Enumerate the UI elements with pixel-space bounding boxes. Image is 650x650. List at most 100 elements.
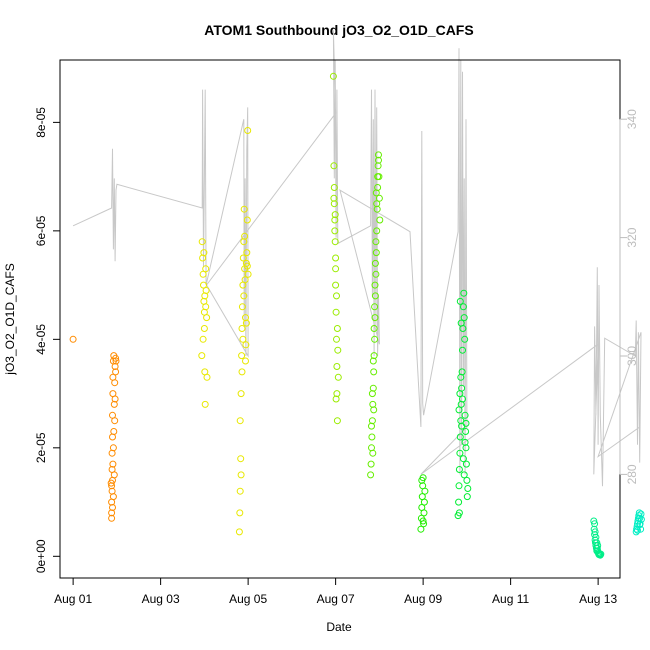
data-point-5-15 xyxy=(461,335,469,343)
data-point-2-16 xyxy=(333,292,340,300)
data-point-5-17 xyxy=(462,428,470,435)
scatter-points xyxy=(69,72,645,559)
data-point-1-2 xyxy=(199,270,207,278)
data-point-3-11 xyxy=(371,292,379,300)
data-point-7-14 xyxy=(636,521,644,529)
data-point-3-24 xyxy=(369,357,377,365)
y-tick-label-2: 4e-05 xyxy=(34,324,48,355)
data-point-4-6 xyxy=(420,520,428,528)
data-point-5-24 xyxy=(457,373,465,381)
data-point-1-25 xyxy=(238,325,246,332)
data-point-2-7 xyxy=(332,281,340,289)
data-point-1-40 xyxy=(237,471,245,479)
data-point-1-8 xyxy=(201,400,209,408)
data-point-1-30 xyxy=(240,205,248,213)
data-point-2-9 xyxy=(333,335,340,343)
data-point-3-25 xyxy=(370,325,378,332)
data-point-3-3 xyxy=(368,433,376,441)
data-point-6-0 xyxy=(590,517,598,525)
y2-axis: 280 300 320 340 xyxy=(619,109,639,484)
data-point-3-9 xyxy=(371,335,379,343)
line-series xyxy=(72,30,642,487)
x-tick-label-3: Aug 07 xyxy=(317,592,355,606)
data-point-3-27 xyxy=(372,238,380,246)
data-point-1-13 xyxy=(198,352,206,360)
data-point-2-19 xyxy=(332,395,340,403)
data-point-5-32 xyxy=(457,319,465,327)
data-point-4-9 xyxy=(421,487,429,495)
data-point-6-17 xyxy=(591,528,599,536)
series-line xyxy=(72,30,642,487)
data-point-1-36 xyxy=(243,249,251,257)
data-point-1-23 xyxy=(237,390,245,398)
data-point-0-16 xyxy=(109,444,117,452)
data-point-1-24 xyxy=(238,352,246,360)
data-point-2-5 xyxy=(331,238,339,246)
data-point-3-8 xyxy=(370,352,378,360)
x-axis: Aug 01 Aug 03 Aug 05 Aug 07 Aug 09 Aug 11 Aug … xyxy=(54,577,617,606)
data-point-4-7 xyxy=(420,509,428,517)
data-point-2-17 xyxy=(333,325,341,332)
data-point-5-20 xyxy=(463,476,471,484)
data-point-3-20 xyxy=(375,194,383,202)
data-point-0-22 xyxy=(109,504,116,511)
data-point-3-31 xyxy=(369,449,377,457)
data-point-1-17 xyxy=(202,303,210,311)
data-point-2-10 xyxy=(333,363,341,370)
x-tick-label-5: Aug 11 xyxy=(492,592,529,606)
data-point-5-31 xyxy=(456,297,464,305)
x-tick-label-0: Aug 01 xyxy=(54,592,92,606)
data-point-5-1 xyxy=(455,498,463,506)
data-point-1-39 xyxy=(244,270,252,278)
data-point-1-37 xyxy=(243,216,251,224)
y-tick-label-4: 8e-05 xyxy=(34,107,48,138)
data-point-1-15 xyxy=(200,249,208,257)
data-point-1-11 xyxy=(203,314,211,322)
data-point-1-18 xyxy=(235,528,243,536)
data-point-1-6 xyxy=(200,325,208,332)
data-point-4-10 xyxy=(418,476,426,484)
data-point-1-12 xyxy=(203,373,211,381)
data-point-0-17 xyxy=(110,428,118,435)
data-point-0-27 xyxy=(112,368,120,376)
data-point-5-29 xyxy=(461,438,469,446)
data-point-6-20 xyxy=(594,542,602,549)
data-point-5-13 xyxy=(460,289,468,297)
data-point-1-38 xyxy=(244,127,252,134)
data-point-1-26 xyxy=(238,303,246,311)
data-point-2-18 xyxy=(334,373,342,381)
data-point-1-29 xyxy=(240,238,248,246)
data-point-5-28 xyxy=(460,471,468,479)
data-point-2-3 xyxy=(330,200,338,208)
data-point-1-46 xyxy=(242,319,250,327)
x-tick-label-1: Aug 03 xyxy=(142,592,180,606)
data-point-1-42 xyxy=(239,335,247,343)
data-point-6-16 xyxy=(597,550,605,558)
data-point-1-22 xyxy=(236,417,244,425)
data-point-1-14 xyxy=(199,335,207,343)
data-point-3-28 xyxy=(373,200,381,208)
data-point-2-14 xyxy=(331,227,339,235)
data-point-0-0 xyxy=(69,335,77,343)
data-point-5-3 xyxy=(455,466,463,473)
data-point-4-11 xyxy=(419,517,427,525)
data-point-5-21 xyxy=(463,493,471,501)
data-point-1-3 xyxy=(200,281,207,289)
data-point-1-16 xyxy=(201,292,209,300)
y-axis-label: jO3_O2_O1D_CAFS xyxy=(3,263,17,375)
data-point-5-2 xyxy=(455,482,463,490)
data-point-0-24 xyxy=(110,471,118,479)
data-point-5-26 xyxy=(459,395,466,403)
data-point-5-34 xyxy=(464,485,472,492)
data-point-3-0 xyxy=(367,471,375,479)
data-point-3-35 xyxy=(372,189,380,197)
data-point-5-4 xyxy=(456,449,464,457)
data-point-1-41 xyxy=(238,368,246,376)
data-point-2-0 xyxy=(329,72,337,80)
y2-tick-label-2: 320 xyxy=(625,227,639,247)
data-point-2-4 xyxy=(331,216,339,224)
data-point-5-10 xyxy=(459,346,466,354)
data-point-2-20 xyxy=(331,211,339,219)
data-point-1-0 xyxy=(198,238,206,246)
